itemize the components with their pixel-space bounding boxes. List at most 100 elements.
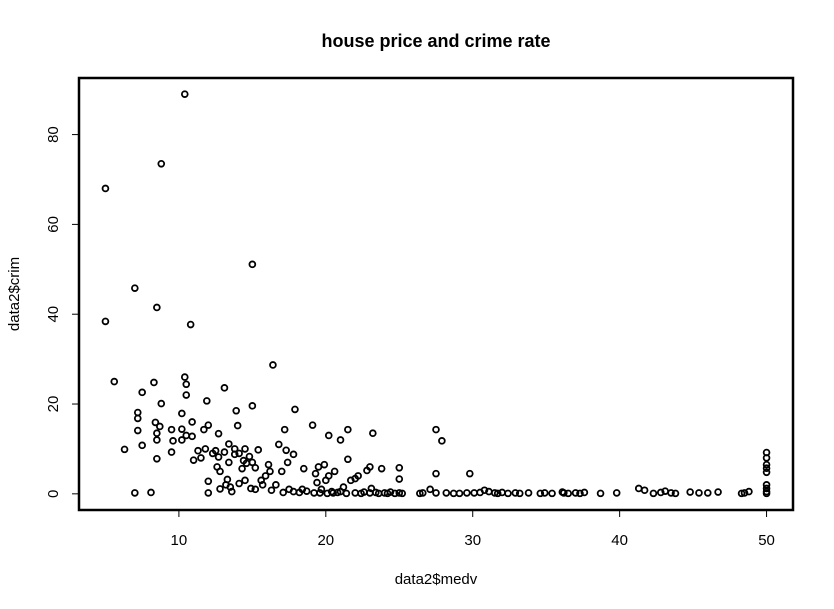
data-point <box>188 418 196 426</box>
data-point <box>277 467 286 476</box>
data-point <box>465 469 474 478</box>
data-point <box>316 489 324 497</box>
y-axis-label: data2$crim <box>6 257 23 331</box>
data-point <box>449 489 458 498</box>
data-point <box>576 489 584 498</box>
data-point <box>656 488 665 497</box>
data-point <box>151 418 160 427</box>
data-point <box>762 460 771 469</box>
data-point <box>324 472 333 480</box>
data-point <box>258 481 267 489</box>
x-axis-label: data2$medv <box>395 571 478 588</box>
data-point <box>299 464 308 473</box>
data-point <box>395 475 404 483</box>
data-point <box>153 303 161 312</box>
data-point <box>571 489 580 497</box>
data-point <box>225 458 233 467</box>
data-point <box>180 373 189 381</box>
data-point <box>762 454 771 462</box>
data-point <box>612 489 621 497</box>
data-point <box>138 388 146 397</box>
data-point <box>289 487 298 496</box>
data-point <box>216 467 224 476</box>
data-point <box>596 489 605 498</box>
data-point <box>133 426 142 435</box>
y-tick-label: 0 <box>45 490 62 498</box>
data-point <box>485 487 493 496</box>
axis-ticks: 10 20 30 40 50 0 20 40 60 80 <box>45 126 775 549</box>
data-point <box>182 391 191 399</box>
data-point <box>189 456 198 464</box>
data-point <box>220 448 229 456</box>
data-point <box>201 445 210 453</box>
data-point <box>153 455 161 463</box>
data-point <box>238 464 246 473</box>
data-point <box>515 489 524 498</box>
data-point <box>366 463 374 471</box>
data-point <box>640 486 649 495</box>
data-point <box>511 489 520 497</box>
data-point <box>395 463 404 472</box>
data-point <box>147 488 155 497</box>
data-point <box>233 421 242 430</box>
data-point <box>204 489 213 497</box>
data-point <box>480 486 489 495</box>
data-point <box>251 463 260 472</box>
data-point <box>442 489 451 497</box>
data-point <box>283 458 292 467</box>
data-point <box>178 425 186 433</box>
y-tick-label: 80 <box>45 126 62 143</box>
chart-title: house price and crime rate <box>321 31 550 51</box>
data-point <box>272 481 280 489</box>
data-point <box>695 489 703 497</box>
data-point <box>225 440 233 448</box>
x-tick-label: 40 <box>611 532 628 549</box>
data-point <box>211 446 220 455</box>
data-point <box>279 488 288 497</box>
data-point <box>266 467 274 476</box>
data-point <box>203 397 211 405</box>
data-point <box>153 436 161 444</box>
data-point <box>432 469 440 478</box>
data-point <box>232 406 240 415</box>
data-point <box>275 440 283 449</box>
data-point <box>235 479 243 488</box>
x-tick-label: 20 <box>317 532 334 549</box>
data-point <box>178 409 186 418</box>
data-point <box>157 159 166 168</box>
data-point <box>524 489 533 497</box>
x-tick-label: 30 <box>464 532 481 549</box>
data-point <box>426 485 434 494</box>
data-point <box>540 489 549 497</box>
data-point <box>310 489 318 497</box>
data-point <box>204 477 213 486</box>
data-point <box>344 425 352 434</box>
data-point <box>314 463 323 471</box>
data-point <box>470 489 478 497</box>
data-point <box>133 414 142 423</box>
data-point <box>110 377 119 386</box>
data-point <box>167 425 176 434</box>
data-point <box>317 485 326 494</box>
data-point <box>214 453 223 461</box>
data-point <box>351 489 359 497</box>
data-point <box>248 260 257 269</box>
data-point <box>344 455 352 464</box>
data-point <box>248 402 257 410</box>
data-point <box>432 489 440 497</box>
data-point <box>280 425 289 434</box>
data-point <box>197 454 205 462</box>
data-point <box>204 421 213 429</box>
data-point <box>180 90 189 98</box>
data-point <box>182 380 191 389</box>
data-point <box>455 489 464 498</box>
data-point <box>131 284 139 292</box>
data-point <box>227 487 236 496</box>
data-point <box>320 460 329 469</box>
data-point <box>156 422 164 431</box>
data-point <box>241 445 249 453</box>
data-point <box>261 472 270 480</box>
data-point <box>131 489 139 497</box>
data-point <box>153 429 161 438</box>
